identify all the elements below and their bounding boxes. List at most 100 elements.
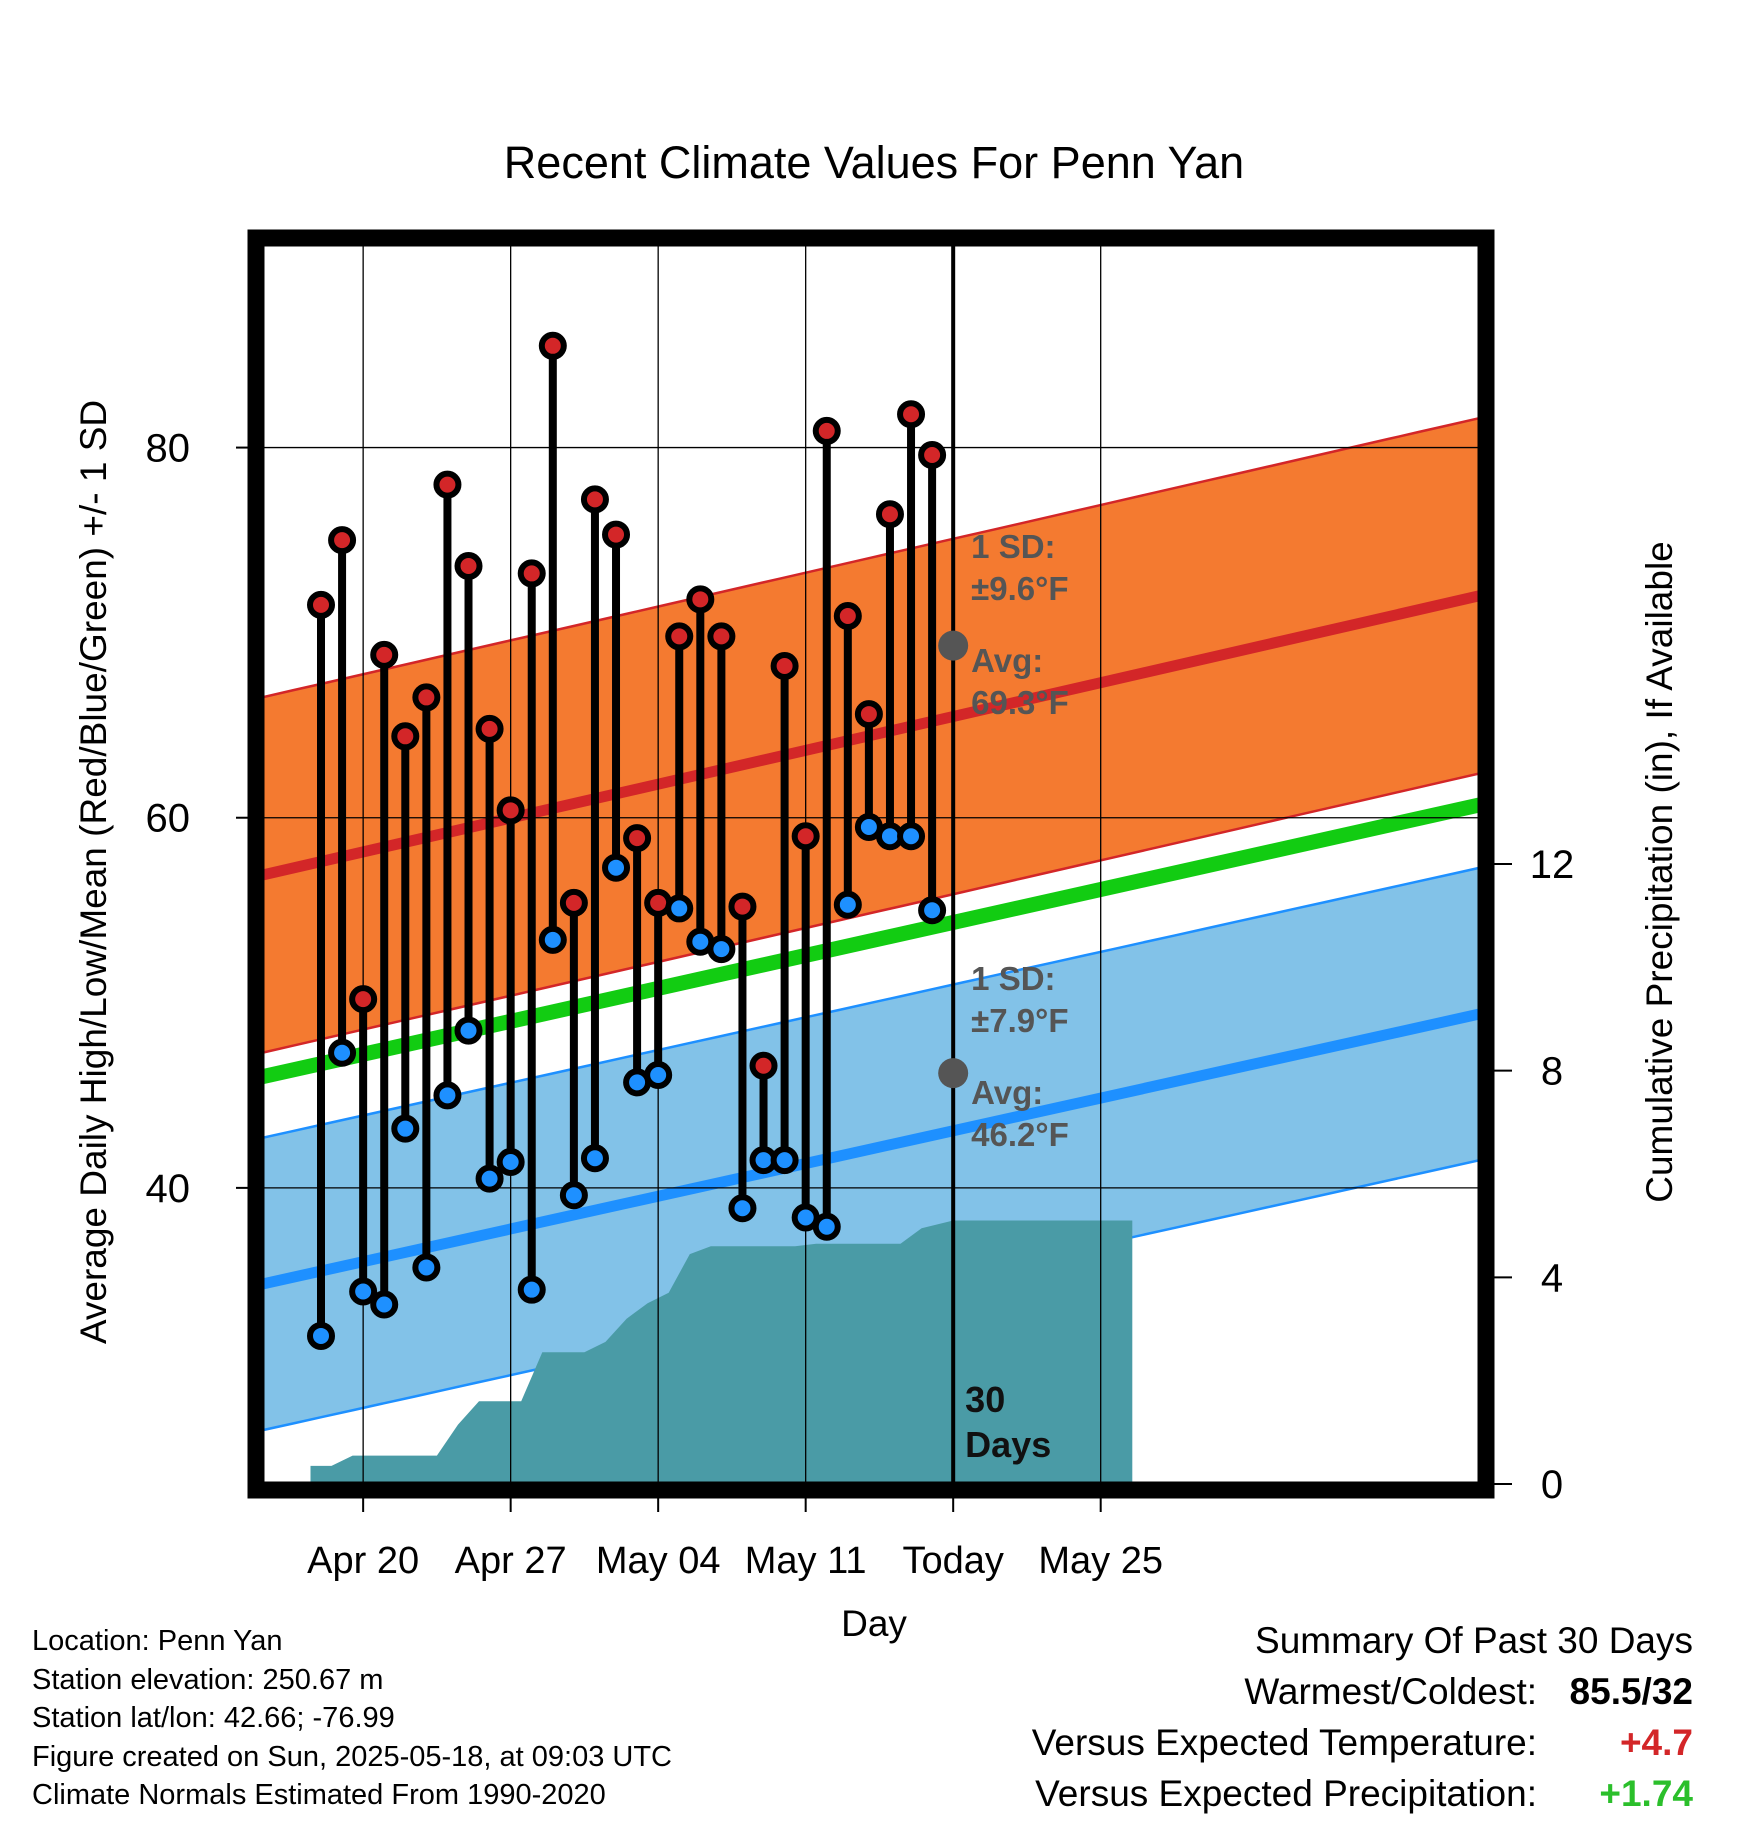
warmest-value: 85.5/32 — [1569, 1671, 1693, 1712]
x-tick-label: Apr 20 — [307, 1540, 419, 1582]
daily-high-point — [602, 520, 631, 549]
daily-high-point — [897, 400, 926, 429]
warmest-label: Warmest/Coldest: — [1244, 1671, 1537, 1712]
daily-high-point — [686, 585, 715, 614]
high-avg-label: Avg: — [971, 642, 1043, 679]
created-text: Figure created on Sun, 2025-05-18, at 09… — [32, 1740, 672, 1773]
daily-low-point — [833, 890, 862, 919]
daily-low-point — [707, 935, 736, 964]
y-right-tick-label: 8 — [1541, 1050, 1563, 1094]
y-right-tick-label: 4 — [1541, 1256, 1563, 1300]
summary-precip-row: Versus Expected Precipitation: +1.74 — [893, 1773, 1693, 1824]
daily-high-point — [454, 552, 483, 581]
daily-high-point — [517, 559, 546, 588]
daily-high-point — [370, 640, 399, 669]
daily-high-point — [665, 622, 694, 651]
x-tick-label: May 25 — [1038, 1540, 1163, 1582]
daily-high-point — [707, 622, 736, 651]
summary-warmest-row: Warmest/Coldest: 85.5/32 — [893, 1671, 1693, 1722]
daily-low-point — [897, 822, 926, 851]
temp-value: +4.7 — [1619, 1722, 1693, 1763]
low-avg-value: 46.2°F — [971, 1116, 1069, 1153]
daily-low-point — [412, 1253, 441, 1282]
daily-low-point — [307, 1321, 336, 1350]
daily-high-point — [833, 602, 862, 630]
y-left-tick-label: 40 — [146, 1167, 191, 1211]
normals-text: Climate Normals Estimated From 1990-2020 — [32, 1779, 606, 1811]
summary-temp-row: Versus Expected Temperature: +4.7 — [893, 1722, 1693, 1773]
daily-high-point — [623, 824, 652, 853]
daily-low-point — [349, 1277, 378, 1306]
daily-low-point — [496, 1147, 525, 1176]
low-sd-label: 1 SD: — [971, 960, 1055, 997]
daily-low-point — [517, 1275, 546, 1304]
low-sd-value: ±7.9°F — [971, 1002, 1068, 1039]
daily-high-point — [875, 500, 904, 529]
y-axis-left-label: Average Daily High/Low/Mean (Red/Blue/Gr… — [73, 400, 114, 1344]
chart-title: Recent Climate Values For Penn Yan — [504, 137, 1244, 188]
plot-frame — [247, 229, 1495, 1499]
daily-high-point — [433, 470, 462, 499]
daily-high-point — [412, 683, 441, 712]
daily-high-point — [496, 796, 525, 825]
summary-heading: Summary Of Past 30 Days — [1255, 1620, 1693, 1661]
daily-low-point — [918, 896, 947, 925]
y-left-tick-label: 60 — [146, 797, 191, 841]
daily-low-point — [812, 1212, 841, 1241]
daily-high-point — [307, 590, 336, 619]
daily-low-point — [538, 925, 567, 954]
daily-low-point — [602, 853, 631, 882]
y-axis-right-label: Cumulative Precipitation (in), If Availa… — [1639, 541, 1680, 1203]
normal-low-avg-line — [262, 1008, 1480, 1290]
daily-low-point — [391, 1114, 420, 1143]
high-sd-label: 1 SD: — [971, 528, 1055, 565]
y-right-tick-label: 12 — [1530, 843, 1575, 887]
daily-low-point — [454, 1016, 483, 1045]
daily-high-point — [812, 416, 841, 445]
daily-low-point — [644, 1060, 673, 1089]
daily-high-point — [475, 714, 504, 743]
daily-low-point — [328, 1038, 357, 1067]
precip-label: Versus Expected Precipitation: — [1035, 1773, 1537, 1814]
daily-low-point — [475, 1164, 504, 1193]
today-low-normal-marker — [938, 1058, 969, 1089]
daily-high-point — [391, 722, 420, 751]
latlon-text: Station lat/lon: 42.66; -76.99 — [32, 1702, 395, 1734]
cumulative-precip-area — [289, 1220, 1133, 1484]
daily-high-point — [854, 700, 883, 729]
precip-value: +1.74 — [1599, 1773, 1693, 1814]
location-text: Location: Penn Yan — [32, 1625, 283, 1657]
x-axis-label: Day — [841, 1603, 907, 1644]
x-tick-label: May 04 — [596, 1540, 721, 1582]
daily-low-point — [580, 1144, 609, 1173]
today-days-label: Days — [965, 1424, 1051, 1465]
daily-high-point — [918, 440, 947, 469]
daily-high-point — [770, 651, 799, 680]
today-high-normal-marker — [938, 630, 969, 661]
daily-low-point — [433, 1081, 462, 1110]
high-sd-value: ±9.6°F — [971, 570, 1068, 607]
daily-high-point — [349, 985, 378, 1014]
x-tick-label: Today — [902, 1540, 1003, 1582]
y-right-tick-label: 0 — [1541, 1463, 1563, 1507]
daily-low-point — [770, 1146, 799, 1175]
daily-high-point — [559, 888, 588, 917]
temp-label: Versus Expected Temperature: — [1031, 1722, 1537, 1763]
daily-high-point — [728, 892, 757, 921]
today-days-number: 30 — [965, 1379, 1005, 1420]
daily-high-point — [328, 526, 357, 555]
x-tick-label: May 11 — [745, 1540, 867, 1582]
daily-low-point — [728, 1194, 757, 1223]
low-avg-label: Avg: — [971, 1074, 1043, 1111]
summary-panel: Summary Of Past 30 Days Warmest/Coldest:… — [893, 1620, 1693, 1824]
daily-low-point — [665, 894, 694, 923]
high-avg-value: 69.3°F — [971, 684, 1069, 721]
elevation-text: Station elevation: 250.67 m — [32, 1663, 384, 1696]
station-info: Location: Penn Yan Station elevation: 25… — [32, 1622, 672, 1815]
y-left-tick-label: 80 — [146, 427, 191, 471]
daily-high-point — [580, 485, 609, 514]
daily-high-point — [791, 822, 820, 851]
daily-high-point — [538, 331, 567, 360]
daily-low-point — [559, 1181, 588, 1210]
